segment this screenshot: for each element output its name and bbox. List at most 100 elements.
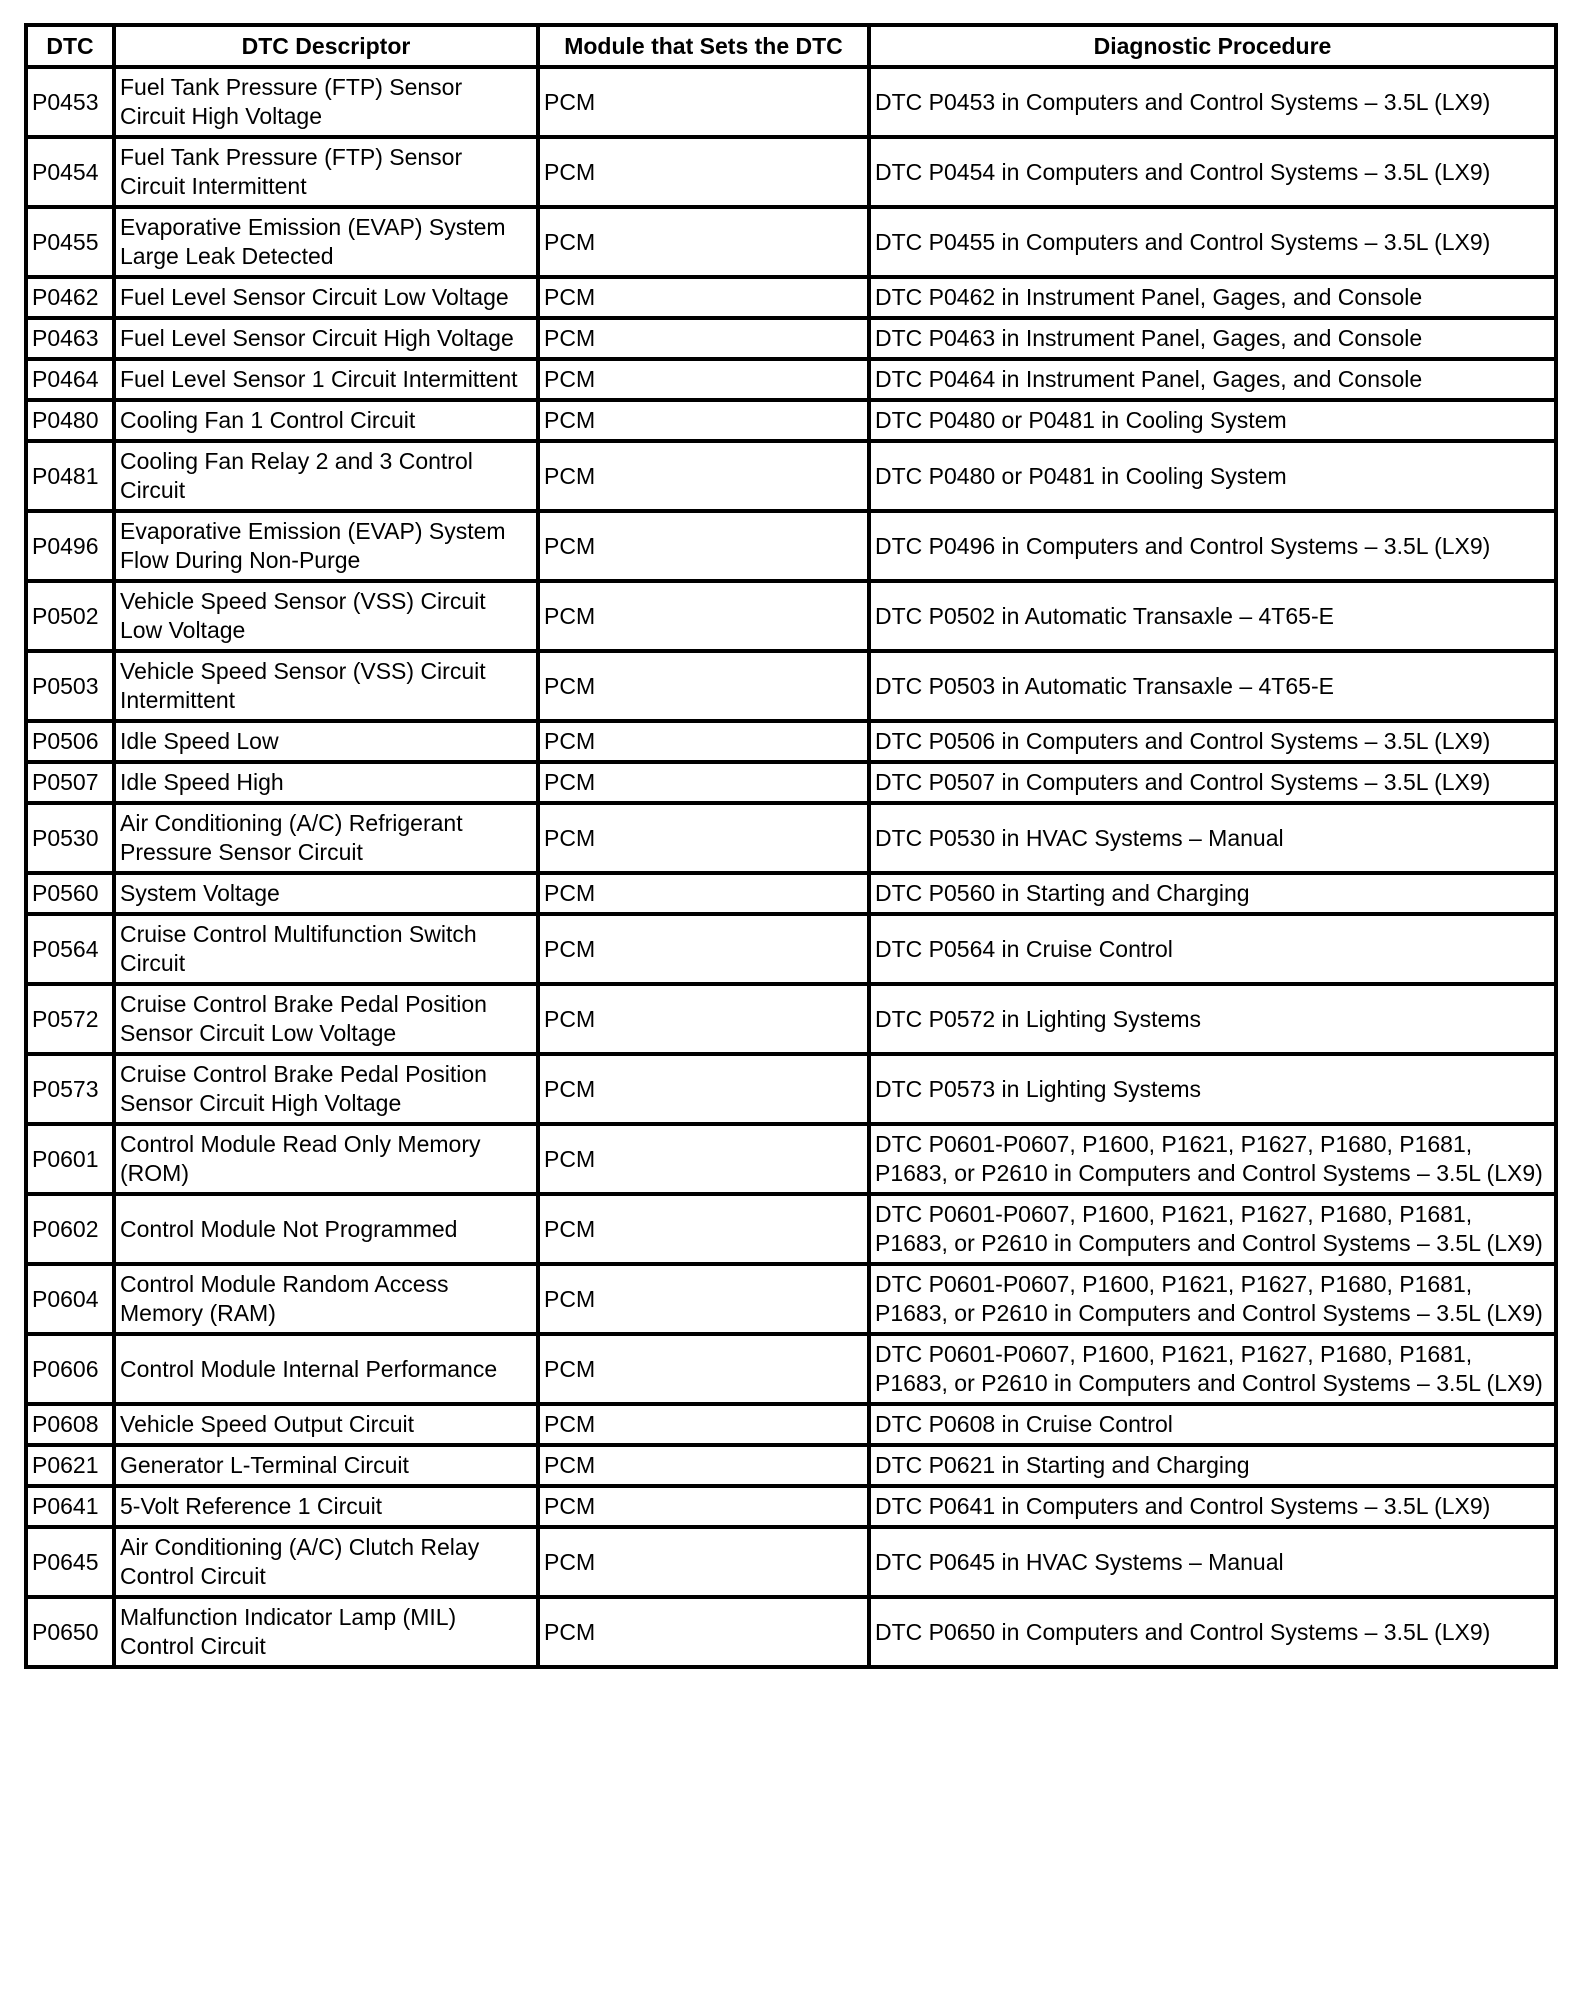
dtc-code-cell: P0572 [24, 982, 116, 1056]
header-row: DTC DTC Descriptor Module that Sets the … [24, 23, 1558, 69]
descriptor-cell: Cruise Control Multifunction Switch Circ… [112, 912, 540, 986]
procedure-cell: DTC P0503 in Automatic Transaxle – 4T65-… [867, 649, 1558, 723]
procedure-cell: DTC P0572 in Lighting Systems [867, 982, 1558, 1056]
module-cell: PCM [536, 1192, 871, 1266]
dtc-code-cell: P0621 [24, 1443, 116, 1488]
table-row: P0621 Generator L-Terminal Circuit PCM DTC … [24, 1443, 1558, 1488]
dtc-code-cell: P0462 [24, 275, 116, 320]
dtc-code-cell: P0604 [24, 1262, 116, 1336]
descriptor-cell: Evaporative Emission (EVAP) System Large… [112, 205, 540, 279]
descriptor-cell: Cruise Control Brake Pedal Position Sens… [112, 1052, 540, 1126]
procedure-cell: DTC P0650 in Computers and Control Syste… [867, 1595, 1558, 1669]
module-cell: PCM [536, 579, 871, 653]
table-row: P0573 Cruise Control Brake Pedal Position… [24, 1052, 1558, 1126]
table-row: P0503 Vehicle Speed Sensor (VSS) Circuit … [24, 649, 1558, 723]
dtc-code-cell: P0506 [24, 719, 116, 764]
module-cell: PCM [536, 760, 871, 805]
module-cell: PCM [536, 316, 871, 361]
module-cell: PCM [536, 439, 871, 513]
procedure-cell: DTC P0453 in Computers and Control Syste… [867, 65, 1558, 139]
module-cell: PCM [536, 509, 871, 583]
header-descriptor: DTC Descriptor [112, 23, 540, 69]
dtc-table: DTC DTC Descriptor Module that Sets the … [24, 23, 1558, 1669]
descriptor-cell: Cruise Control Brake Pedal Position Sens… [112, 982, 540, 1056]
header-dtc: DTC [24, 23, 116, 69]
table-row: P0506 Idle Speed Low PCM DTC P0506 in Compu… [24, 719, 1558, 764]
module-cell: PCM [536, 275, 871, 320]
module-cell: PCM [536, 649, 871, 723]
module-cell: PCM [536, 982, 871, 1056]
procedure-cell: DTC P0601-P0607, P1600, P1621, P1627, P1… [867, 1262, 1558, 1336]
procedure-cell: DTC P0645 in HVAC Systems – Manual [867, 1525, 1558, 1599]
module-cell: PCM [536, 205, 871, 279]
descriptor-cell: Vehicle Speed Sensor (VSS) Circuit Inter… [112, 649, 540, 723]
table-row: P0481 Cooling Fan Relay 2 and 3 Control C… [24, 439, 1558, 513]
procedure-cell: DTC P0601-P0607, P1600, P1621, P1627, P1… [867, 1332, 1558, 1406]
dtc-code-cell: P0454 [24, 135, 116, 209]
dtc-code-cell: P0560 [24, 871, 116, 916]
descriptor-cell: Fuel Level Sensor Circuit High Voltage [112, 316, 540, 361]
table-row: P0502 Vehicle Speed Sensor (VSS) Circuit … [24, 579, 1558, 653]
dtc-code-cell: P0645 [24, 1525, 116, 1599]
descriptor-cell: Cooling Fan 1 Control Circuit [112, 398, 540, 443]
dtc-code-cell: P0650 [24, 1595, 116, 1669]
table-row: P0608 Vehicle Speed Output Circuit PCM DTC … [24, 1402, 1558, 1447]
descriptor-cell: Malfunction Indicator Lamp (MIL) Control… [112, 1595, 540, 1669]
table-row: P0455 Evaporative Emission (EVAP) System … [24, 205, 1558, 279]
dtc-code-cell: P0641 [24, 1484, 116, 1529]
descriptor-cell: Generator L-Terminal Circuit [112, 1443, 540, 1488]
procedure-cell: DTC P0573 in Lighting Systems [867, 1052, 1558, 1126]
descriptor-cell: Fuel Tank Pressure (FTP) Sensor Circuit … [112, 65, 540, 139]
descriptor-cell: Control Module Not Programmed [112, 1192, 540, 1266]
module-cell: PCM [536, 357, 871, 402]
header-procedure: Diagnostic Procedure [867, 23, 1558, 69]
descriptor-cell: Idle Speed High [112, 760, 540, 805]
procedure-cell: DTC P0480 or P0481 in Cooling System [867, 439, 1558, 513]
dtc-code-cell: P0453 [24, 65, 116, 139]
table-row: P0454 Fuel Tank Pressure (FTP) Sensor Cir… [24, 135, 1558, 209]
table-row: P0453 Fuel Tank Pressure (FTP) Sensor Cir… [24, 65, 1558, 139]
procedure-cell: DTC P0641 in Computers and Control Syste… [867, 1484, 1558, 1529]
dtc-code-cell: P0502 [24, 579, 116, 653]
descriptor-cell: Vehicle Speed Output Circuit [112, 1402, 540, 1447]
dtc-code-cell: P0480 [24, 398, 116, 443]
dtc-code-cell: P0530 [24, 801, 116, 875]
dtc-code-cell: P0573 [24, 1052, 116, 1126]
dtc-code-cell: P0463 [24, 316, 116, 361]
module-cell: PCM [536, 1122, 871, 1196]
descriptor-cell: System Voltage [112, 871, 540, 916]
table-row: P0564 Cruise Control Multifunction Switch… [24, 912, 1558, 986]
table-row: P0645 Air Conditioning (A/C) Clutch Relay… [24, 1525, 1558, 1599]
procedure-cell: DTC P0560 in Starting and Charging [867, 871, 1558, 916]
module-cell: PCM [536, 1595, 871, 1669]
table-row: P0462 Fuel Level Sensor Circuit Low Volta… [24, 275, 1558, 320]
table-row: P0601 Control Module Read Only Memory (RO… [24, 1122, 1558, 1196]
header-module: Module that Sets the DTC [536, 23, 871, 69]
descriptor-cell: Air Conditioning (A/C) Clutch Relay Cont… [112, 1525, 540, 1599]
descriptor-cell: Cooling Fan Relay 2 and 3 Control Circui… [112, 439, 540, 513]
module-cell: PCM [536, 912, 871, 986]
procedure-cell: DTC P0530 in HVAC Systems – Manual [867, 801, 1558, 875]
module-cell: PCM [536, 135, 871, 209]
descriptor-cell: Control Module Internal Performance [112, 1332, 540, 1406]
module-cell: PCM [536, 871, 871, 916]
procedure-cell: DTC P0502 in Automatic Transaxle – 4T65-… [867, 579, 1558, 653]
dtc-code-cell: P0602 [24, 1192, 116, 1266]
descriptor-cell: Vehicle Speed Sensor (VSS) Circuit Low V… [112, 579, 540, 653]
descriptor-cell: Evaporative Emission (EVAP) System Flow … [112, 509, 540, 583]
table-row: P0606 Control Module Internal Performance… [24, 1332, 1558, 1406]
module-cell: PCM [536, 1262, 871, 1336]
descriptor-cell: Control Module Read Only Memory (ROM) [112, 1122, 540, 1196]
module-cell: PCM [536, 1332, 871, 1406]
procedure-cell: DTC P0608 in Cruise Control [867, 1402, 1558, 1447]
module-cell: PCM [536, 1402, 871, 1447]
module-cell: PCM [536, 719, 871, 764]
descriptor-cell: Fuel Level Sensor 1 Circuit Intermittent [112, 357, 540, 402]
dtc-code-cell: P0496 [24, 509, 116, 583]
module-cell: PCM [536, 1525, 871, 1599]
module-cell: PCM [536, 398, 871, 443]
descriptor-cell: Air Conditioning (A/C) Refrigerant Press… [112, 801, 540, 875]
table-body: P0453 Fuel Tank Pressure (FTP) Sensor Cir… [24, 65, 1558, 1669]
dtc-code-cell: P0481 [24, 439, 116, 513]
dtc-code-cell: P0564 [24, 912, 116, 986]
